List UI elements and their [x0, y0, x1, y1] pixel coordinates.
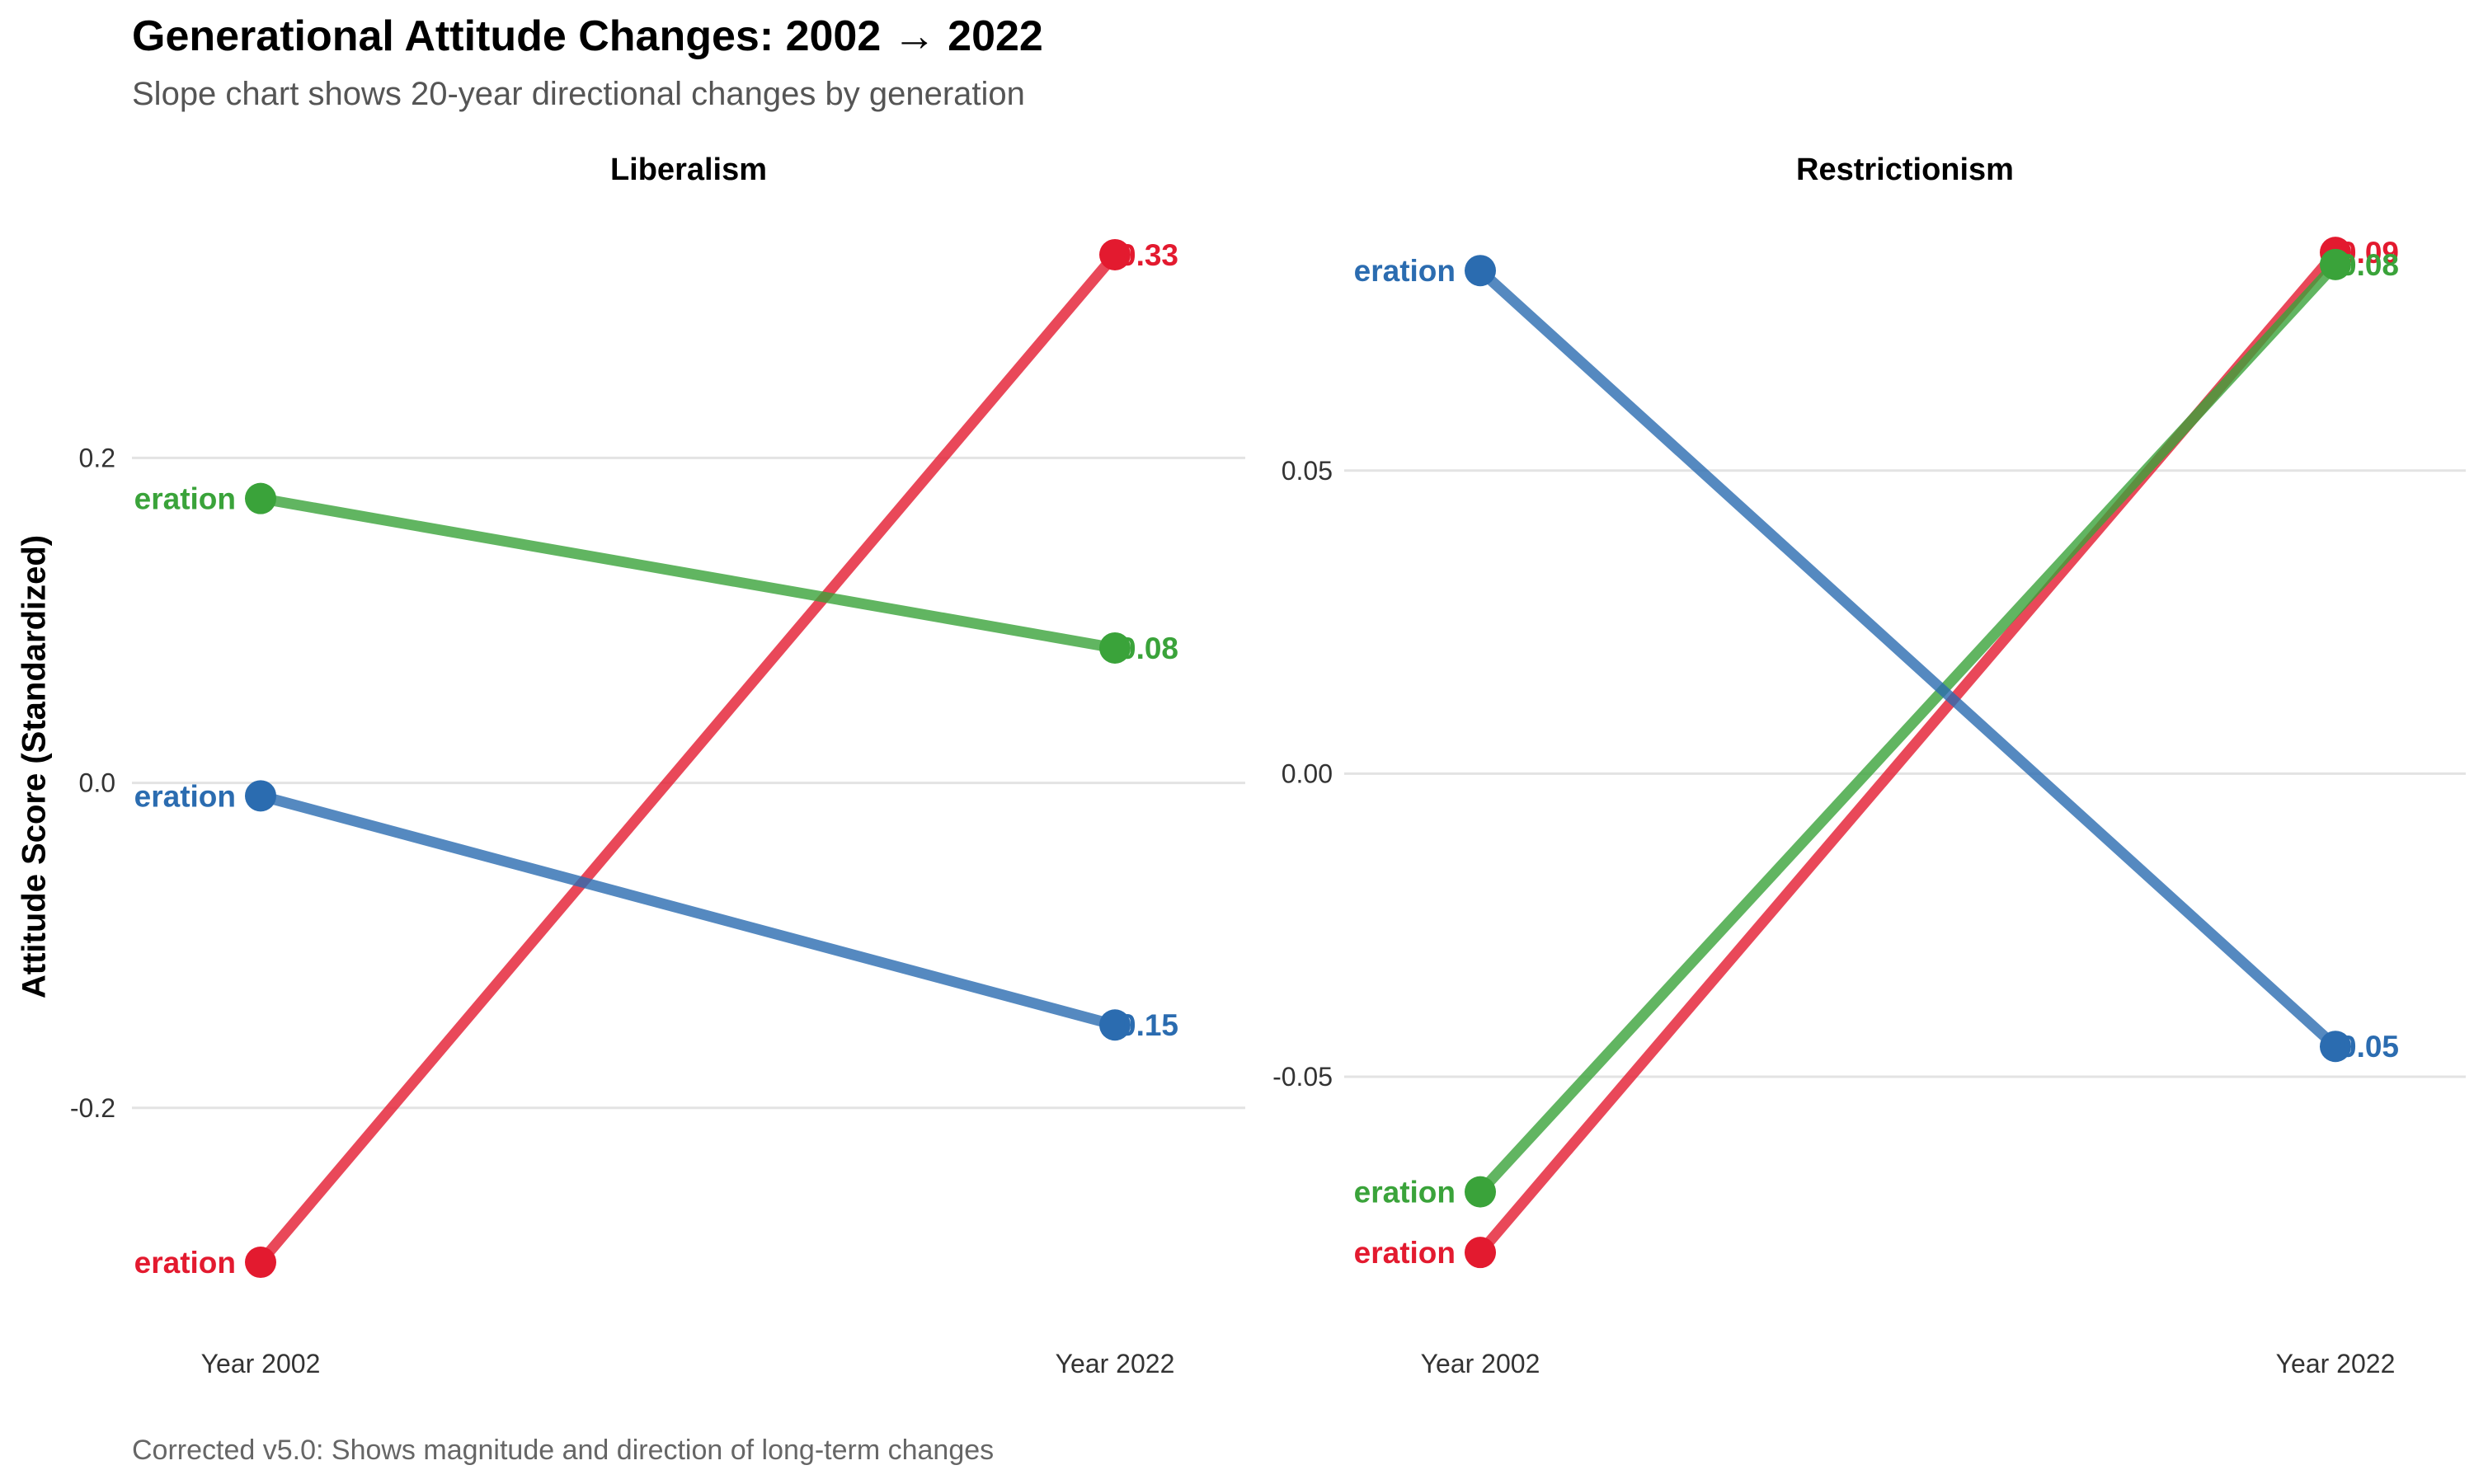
chart-title: Generational Attitude Changes: 2002 → 20… — [132, 12, 1043, 60]
data-label: 0.33 — [1119, 238, 1178, 272]
series-line — [259, 791, 1117, 1031]
data-label: 0.15 — [1119, 1008, 1178, 1042]
y-tick-label: 0.2 — [79, 443, 115, 472]
data-point — [245, 1247, 276, 1279]
y-tick-label: -0.05 — [1272, 1062, 1333, 1092]
data-label: 0.05 — [2340, 1030, 2399, 1064]
x-tick-label: Year 2002 — [201, 1349, 321, 1378]
x-tick-label: Year 2022 — [1056, 1349, 1175, 1378]
y-tick-label: 0.0 — [79, 768, 115, 798]
data-point — [1465, 255, 1496, 287]
series-line — [259, 493, 1117, 654]
series-line — [1476, 266, 2340, 1051]
series-line — [1476, 261, 2340, 1196]
data-point — [245, 482, 276, 514]
data-point — [1099, 238, 1131, 270]
chart-caption: Corrected v5.0: Shows magnitude and dire… — [132, 1435, 995, 1466]
data-point — [1465, 1237, 1496, 1269]
x-tick-label: Year 2002 — [1421, 1349, 1540, 1378]
chart-subtitle: Slope chart shows 20-year directional ch… — [132, 76, 1025, 112]
data-point — [2320, 1031, 2351, 1063]
series-start-label: eration — [1354, 1236, 1456, 1270]
series-start-label: eration — [1354, 254, 1456, 288]
data-point — [1099, 632, 1131, 664]
data-point — [245, 780, 276, 812]
data-label: 0.08 — [1119, 632, 1178, 665]
series-line — [256, 251, 1119, 1266]
series-start-label: eration — [134, 1246, 236, 1280]
panel-title: Restrictionism — [1796, 153, 2014, 187]
panel-title: Liberalism — [610, 153, 767, 187]
series-start-label: eration — [134, 482, 236, 516]
y-tick-label: 0.00 — [1282, 758, 1333, 788]
x-tick-label: Year 2022 — [2276, 1349, 2396, 1378]
series-start-label: eration — [1354, 1176, 1456, 1209]
data-point — [2320, 248, 2351, 280]
y-tick-label: 0.05 — [1282, 456, 1333, 486]
data-point — [1099, 1009, 1131, 1041]
data-point — [1465, 1176, 1496, 1208]
y-tick-label: -0.2 — [70, 1093, 115, 1123]
data-label: 0.08 — [2340, 248, 2399, 282]
series-start-label: eration — [134, 779, 236, 813]
